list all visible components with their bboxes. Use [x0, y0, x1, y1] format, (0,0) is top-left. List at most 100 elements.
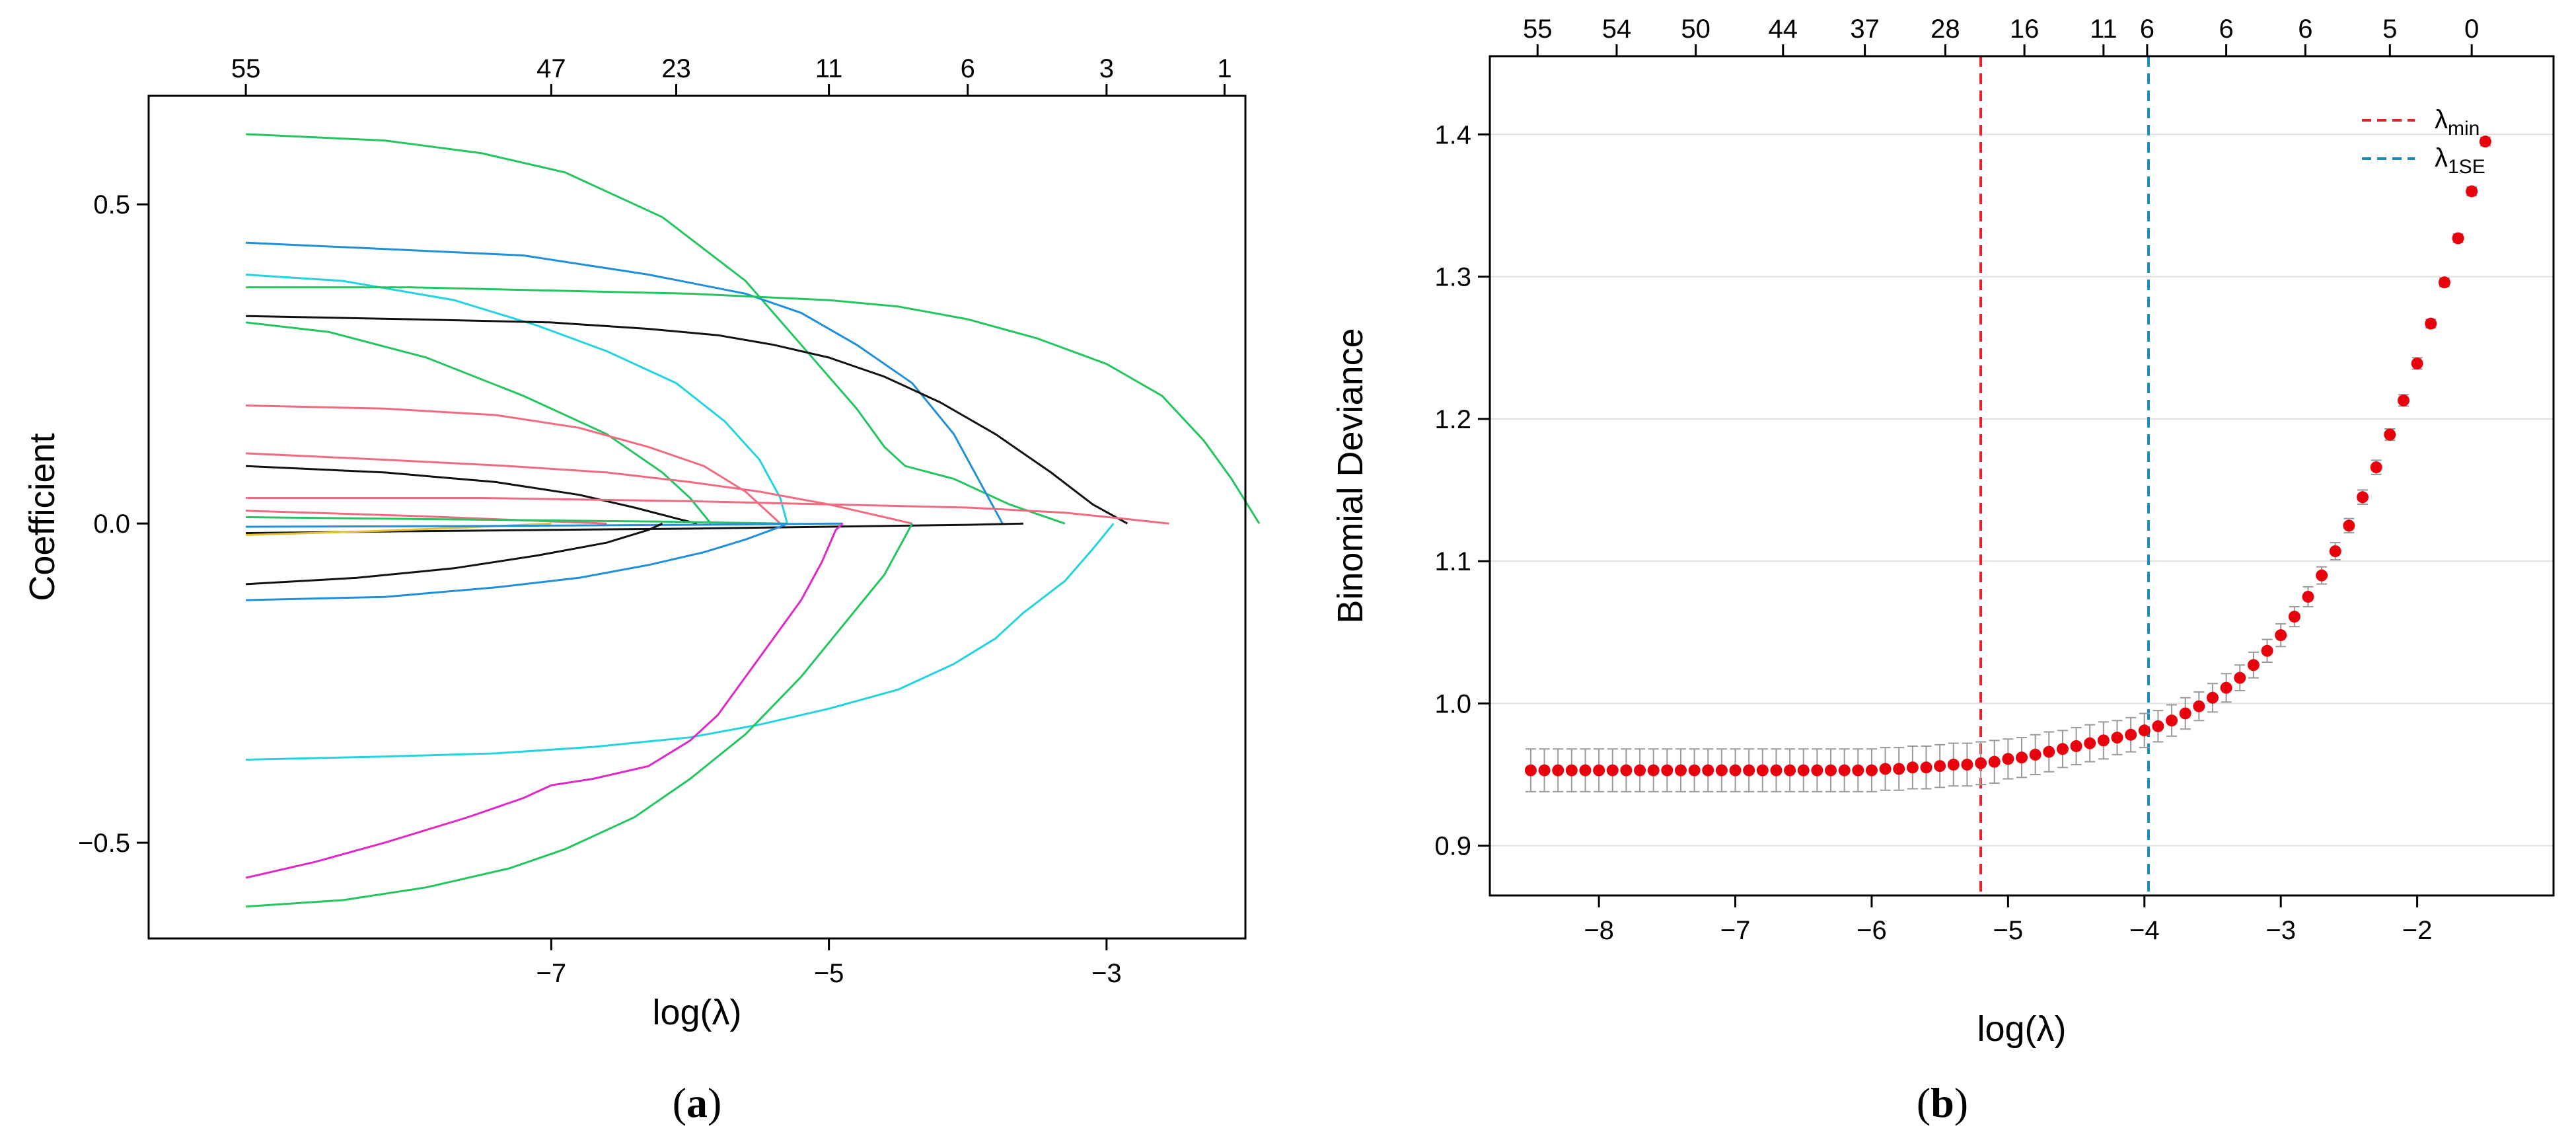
y-tick-label: −0.5: [78, 829, 130, 858]
panel-a-x-axis-label: log(λ): [652, 993, 741, 1032]
x-tick-label: −7: [1720, 916, 1751, 945]
coefficient-path-17: [246, 522, 788, 601]
data-point: [2056, 743, 2069, 755]
data-point: [1934, 760, 1946, 773]
top-tick-label: 54: [1602, 15, 1632, 44]
y-tick-label: 1.3: [1434, 263, 1471, 292]
top-tick-label: 11: [2090, 15, 2117, 44]
data-point: [2234, 671, 2246, 684]
coefficient-path-2: [246, 241, 1004, 524]
panel-a-series-group: [245, 133, 1261, 908]
coefficient-path-14: [246, 516, 788, 525]
data-point: [2206, 691, 2219, 704]
data-point: [2261, 644, 2273, 657]
data-point: [1865, 764, 1878, 777]
data-point: [1906, 761, 1919, 774]
legend-label: λmin: [2435, 105, 2480, 139]
coefficient-path-11: [246, 510, 607, 525]
data-point: [1606, 764, 1619, 777]
data-point: [1715, 764, 1728, 777]
data-point: [2411, 357, 2423, 369]
top-tick-label: 44: [1769, 15, 1798, 44]
data-point: [1729, 764, 1742, 777]
top-tick-label: 16: [2010, 15, 2040, 44]
data-point: [1579, 764, 1592, 777]
data-point: [2016, 751, 2028, 764]
top-tick-label: 23: [661, 54, 691, 83]
data-point: [2288, 611, 2300, 623]
data-point: [1893, 763, 1905, 775]
data-point: [2479, 135, 2491, 148]
data-point: [1552, 764, 1564, 777]
data-point: [2193, 700, 2205, 712]
top-tick-label: 1: [1217, 54, 1232, 83]
data-point: [2384, 428, 2396, 441]
data-point: [2138, 724, 2151, 737]
data-point: [2070, 740, 2082, 752]
panel-b-gridlines: [1490, 133, 2554, 847]
data-point: [1524, 764, 1537, 777]
data-point: [2179, 707, 2191, 720]
data-point: [1988, 755, 2001, 768]
panel-b-plot-frame: [1489, 55, 2555, 897]
data-point: [2466, 185, 2478, 198]
y-tick-label: 1.2: [1434, 405, 1471, 434]
y-tick-label: 1.4: [1434, 120, 1471, 149]
data-point: [2343, 519, 2355, 532]
top-tick-label: 0: [2464, 15, 2479, 44]
panel-b-points: [1524, 135, 2491, 777]
panel-a-x-ticks: −7 −5 −3: [536, 938, 1122, 988]
data-point: [2097, 734, 2110, 747]
data-point: [2275, 629, 2287, 642]
data-point: [2043, 745, 2055, 758]
data-point: [1647, 764, 1660, 777]
panel-a-coefficient-paths: −7 −5 −3 −0.5 0.0 0.5 55 47 23 11 6 3 1 log(λ) Coe…: [22, 54, 1261, 1126]
top-tick-label: 11: [815, 54, 843, 83]
panel-a-top-ticks: 55 47 23 11 6 3 1: [231, 54, 1232, 96]
data-point: [2329, 545, 2341, 558]
top-tick-label: 6: [961, 54, 975, 83]
top-tick-label: 6: [2140, 15, 2154, 44]
coefficient-path-5: [246, 315, 1128, 525]
panel-a-letter: a: [686, 1079, 708, 1126]
panel-b-y-axis-label: Binomial Deviance: [1331, 328, 1370, 623]
y-tick-label: 0.0: [93, 510, 130, 539]
data-point: [1688, 764, 1701, 777]
coefficient-path-15: [246, 522, 843, 528]
data-point: [1702, 764, 1714, 777]
data-point: [1661, 764, 1674, 777]
legend-entry: λ1SE: [2362, 143, 2485, 178]
data-point: [1538, 764, 1551, 777]
data-point: [2125, 728, 2137, 741]
y-tick-label: 0.9: [1434, 832, 1471, 861]
data-point: [1947, 758, 1960, 771]
panel-b-lambda-lines: [1979, 56, 2150, 896]
panel-b-cross-validation: −8 −7 −6 −5 −4 −3 −2 0.91.01.11.21.31.4 55 54 50…: [1331, 15, 2555, 1126]
data-point: [2425, 317, 2437, 330]
coefficient-path-10: [246, 497, 1169, 525]
data-point: [2316, 569, 2328, 582]
panel-a-plot-frame: [147, 95, 1247, 940]
panel-b-x-ticks: −8 −7 −6 −5 −4 −3 −2: [1584, 896, 2432, 945]
legend-label: λ1SE: [2435, 143, 2485, 178]
panel-a-label: (a): [673, 1079, 722, 1126]
data-point: [2111, 732, 2123, 744]
data-point: [2370, 461, 2382, 474]
x-tick-label: −6: [1857, 916, 1887, 945]
y-tick-label: 1.1: [1434, 547, 1471, 576]
data-point: [1825, 764, 1837, 777]
data-point: [1634, 764, 1646, 777]
top-tick-label: 55: [231, 54, 261, 83]
panel-a-y-axis-label: Coefficient: [22, 433, 62, 601]
coefficient-path-4: [246, 286, 1261, 524]
data-point: [1811, 764, 1823, 777]
coefficient-path-12: [246, 522, 1023, 535]
data-point: [2397, 394, 2410, 406]
panel-b-label: (b): [1917, 1079, 1968, 1126]
data-point: [2247, 659, 2260, 671]
x-tick-label: −7: [536, 959, 567, 988]
data-point: [1593, 764, 1605, 777]
top-tick-label: 47: [536, 54, 566, 83]
data-point: [1920, 761, 1932, 774]
